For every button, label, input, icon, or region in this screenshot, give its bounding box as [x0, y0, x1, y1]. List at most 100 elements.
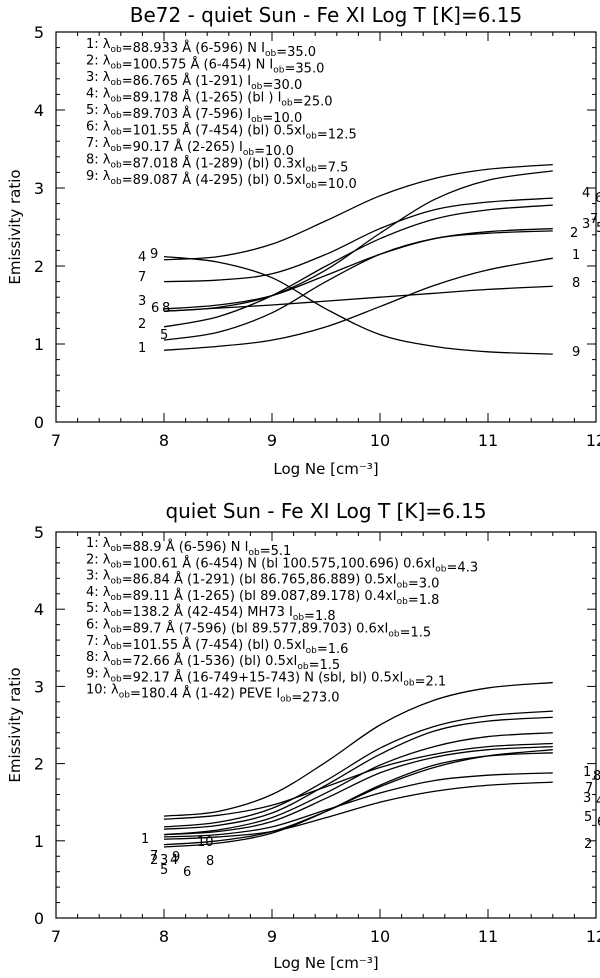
curve-label: 7	[150, 849, 158, 864]
series-line-8	[163, 745, 553, 836]
curve-label: 9	[150, 247, 158, 262]
legend-entry: 4: λob=89.178 Å (1-265) (bl ) Iob=25.0	[86, 87, 333, 110]
curve-label: 1	[138, 341, 146, 356]
x-axis-label: Log Ne [cm⁻³]	[273, 954, 378, 972]
curve-label: 2	[584, 837, 592, 852]
legend-entry: 7: λob=101.55 Å (7-454) (bl) 0.5xIob=1.6	[86, 634, 348, 657]
curve-label: 3	[583, 791, 591, 806]
legend-entry: 9: λob=92.17 Å (16-749+15-743) N (sbl, b…	[86, 666, 446, 689]
y-tick-label: 5	[34, 23, 44, 42]
y-tick-label: 5	[34, 523, 44, 542]
x-tick-label: 9	[267, 431, 277, 450]
curve-label: 1	[572, 248, 580, 263]
legend-entry: 8: λob=72.66 Å (1-536) (bl) 0.5xIob=1.5	[86, 650, 340, 673]
y-tick-label: 3	[34, 677, 44, 696]
curve-label: 9	[172, 850, 180, 865]
chart-panel-2: quiet Sun - Fe XI Log T [K]=6.157 8 9 10 11 1…	[6, 499, 600, 972]
legend-entry: 3: λob=86.84 Å (1-291) (bl 86.765,86.889…	[86, 569, 439, 592]
x-tick-label: 11	[478, 927, 498, 946]
series-line-7	[163, 681, 553, 817]
legend-entry: 5: λob=89.703 Å (7-596) Iob=10.0	[86, 103, 302, 126]
y-tick-label: 2	[34, 257, 44, 276]
legend-entry: 3: λob=86.765 Å (1-291) Iob=30.0	[86, 70, 302, 93]
series-line-9	[163, 742, 553, 820]
x-tick-label: 12	[586, 431, 600, 450]
curve-label: 7	[590, 212, 598, 227]
x-tick-label: 8	[159, 927, 169, 946]
legend-entry: 4: λob=89.11 Å (1-265) (bl 89.087,89.178…	[86, 585, 439, 608]
curve-label: 5	[584, 810, 592, 825]
chart-title: quiet Sun - Fe XI Log T [K]=6.15	[165, 499, 486, 523]
y-tick-label: 1	[34, 832, 44, 851]
legend-entry: 7: λob=90.17 Å (2-265) Iob=10.0	[86, 136, 294, 159]
curve-label: 2	[150, 853, 158, 868]
curve-label: 4	[138, 250, 146, 265]
y-tick-label: 2	[34, 755, 44, 774]
curve-label: 9	[572, 345, 580, 360]
curve-label: 1	[141, 832, 149, 847]
curve-label: 6	[183, 865, 191, 880]
plot-frame	[55, 31, 597, 423]
plot-frame	[55, 531, 597, 919]
series-line-3	[163, 772, 553, 838]
curve-label: 3	[138, 294, 146, 309]
legend-entry: 9: λob=89.087 Å (4-295) (bl) 0.5xIob=10.…	[86, 169, 357, 192]
curve-label: 6	[151, 301, 159, 316]
series-line-9	[163, 255, 553, 355]
y-tick-label: 4	[34, 600, 44, 619]
curve-label: 4	[582, 186, 590, 201]
series-line-4	[163, 163, 553, 261]
legend-entry: 1: λob=88.933 Å (6-596) N Iob=35.0	[86, 37, 316, 60]
legend-entry: 6: λob=101.55 Å (7-454) (bl) 0.5xIob=12.…	[86, 120, 357, 143]
series-line-10	[163, 752, 553, 848]
curve-label: 2	[570, 226, 578, 241]
series-line-6	[163, 170, 553, 312]
x-tick-label: 7	[51, 431, 61, 450]
x-axis-label: Log Ne [cm⁻³]	[273, 460, 378, 478]
curve-label: 8	[593, 769, 600, 784]
x-tick-label: 9	[267, 927, 277, 946]
series-line-5	[163, 230, 553, 341]
chart-panel-1: Be72 - quiet Sun - Fe XI Log T [K]=6.15 7…	[6, 3, 600, 478]
curve-label: 6	[595, 191, 600, 206]
legend-entry: 10: λob=180.4 Å (1-42) PEVE Iob=273.0	[86, 683, 340, 706]
y-tick-label: 0	[34, 909, 44, 928]
y-axis-label: Emissivity ratio	[6, 667, 24, 782]
y-tick-label: 1	[34, 335, 44, 354]
series-line-2	[163, 732, 553, 836]
series-line-5	[163, 710, 553, 828]
legend-entry: 5: λob=138.2 Å (42-454) MH73 Iob=1.8	[86, 601, 336, 624]
x-tick-label: 10	[370, 927, 390, 946]
curve-label: 3	[160, 853, 168, 868]
curve-label: 4	[596, 794, 600, 809]
legend-entry: 2: λob=100.575 Å (6-454) N Iob=35.0	[86, 54, 324, 77]
curve-label: 4	[170, 853, 178, 868]
x-tick-label: 11	[478, 431, 498, 450]
series-line-2	[163, 204, 553, 328]
series-line-6	[163, 716, 553, 830]
x-tick-label: 8	[159, 431, 169, 450]
series-line-7	[163, 197, 553, 283]
curve-label: 8	[162, 301, 170, 316]
curve-label: 8	[572, 276, 580, 291]
series-line-1	[163, 257, 553, 351]
series-line-4	[163, 781, 553, 840]
chart-title: Be72 - quiet Sun - Fe XI Log T [K]=6.15	[130, 3, 523, 27]
curve-label: 7	[585, 781, 593, 796]
y-tick-label: 3	[34, 179, 44, 198]
series-line-8	[163, 285, 553, 312]
curve-label: 5	[160, 863, 168, 878]
y-tick-label: 4	[34, 101, 44, 120]
x-tick-label: 10	[370, 431, 390, 450]
curve-label: 5	[160, 328, 168, 343]
curve-label: 6	[597, 815, 600, 830]
curve-label: 7	[138, 270, 146, 285]
curve-label: 1	[583, 765, 591, 780]
series-line-3	[163, 227, 553, 310]
curve-label: 5	[596, 221, 600, 236]
x-tick-label: 12	[586, 927, 600, 946]
y-axis-label: Emissivity ratio	[6, 169, 24, 284]
legend-entry: 6: λob=89.7 Å (7-596) (bl 89.577,89.703)…	[86, 618, 431, 641]
curve-label: 2	[138, 317, 146, 332]
